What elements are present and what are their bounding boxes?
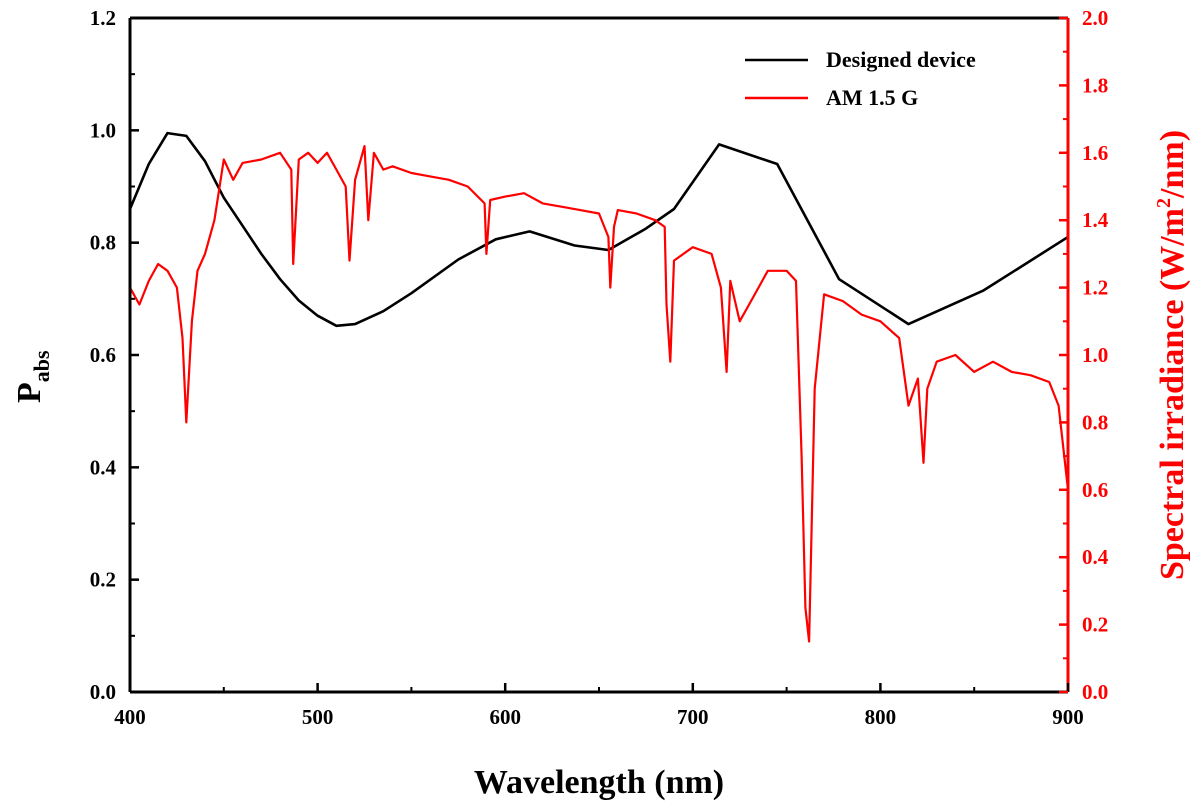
y-axis-title-subscript: abs xyxy=(29,350,54,382)
x-axis-title: Wavelength (nm) xyxy=(474,764,724,801)
y-tick-label-0.2: 0.2 xyxy=(90,568,116,592)
y-tick-label-1.2: 1.2 xyxy=(90,6,116,30)
y2-tick-label-0.4: 0.4 xyxy=(1082,545,1109,569)
x-tick-label-700: 700 xyxy=(677,705,709,729)
y2-axis-title: Spectral irradiance (W/m2/nm) xyxy=(1153,130,1191,580)
y-tick-label-1.0: 1.0 xyxy=(90,118,116,142)
legend-label-designed-device: Designed device xyxy=(826,47,976,72)
y2-axis-title-pre: Spectral irradiance (W/m xyxy=(1154,208,1191,580)
y-tick-label-0.0: 0.0 xyxy=(90,680,116,704)
y2-tick-label-1.8: 1.8 xyxy=(1082,73,1108,97)
legend: Designed device AM 1.5 G xyxy=(745,47,976,110)
y2-tick-label-0.6: 0.6 xyxy=(1082,478,1108,502)
plot-area xyxy=(130,131,1068,643)
x-tick-label-400: 400 xyxy=(114,705,146,729)
y2-axis-title-post: /nm) xyxy=(1154,130,1191,199)
y2-tick-label-0.0: 0.0 xyxy=(1082,680,1108,704)
series-line-am15g xyxy=(130,145,1068,643)
x-tick-label-600: 600 xyxy=(489,705,521,729)
y2-tick-label-2.0: 2.0 xyxy=(1082,6,1108,30)
legend-label-am15g: AM 1.5 G xyxy=(826,85,918,110)
x-tick-label-900: 900 xyxy=(1052,705,1084,729)
y-axis-title: Pabs xyxy=(11,350,54,403)
y-axis-title-main: P xyxy=(11,382,48,403)
y2-tick-label-0.8: 0.8 xyxy=(1082,410,1108,434)
y2-tick-label-1.6: 1.6 xyxy=(1082,141,1108,165)
y-tick-label-0.8: 0.8 xyxy=(90,231,116,255)
y2-tick-label-1.4: 1.4 xyxy=(1082,208,1109,232)
y2-tick-label-0.2: 0.2 xyxy=(1082,613,1108,637)
y2-tick-label-1.0: 1.0 xyxy=(1082,343,1108,367)
y2-axis-title-superscript: 2 xyxy=(1153,198,1175,208)
y2-tick-label-1.2: 1.2 xyxy=(1082,276,1108,300)
x-tick-label-800: 800 xyxy=(865,705,897,729)
series-line-designed-device xyxy=(130,131,1068,328)
axes: 400 500 600 700 800 9000.00.20.40.60.81.01.20… xyxy=(90,6,1109,729)
y-tick-label-0.6: 0.6 xyxy=(90,343,116,367)
y-tick-label-0.4: 0.4 xyxy=(90,455,117,479)
x-tick-label-500: 500 xyxy=(302,705,334,729)
